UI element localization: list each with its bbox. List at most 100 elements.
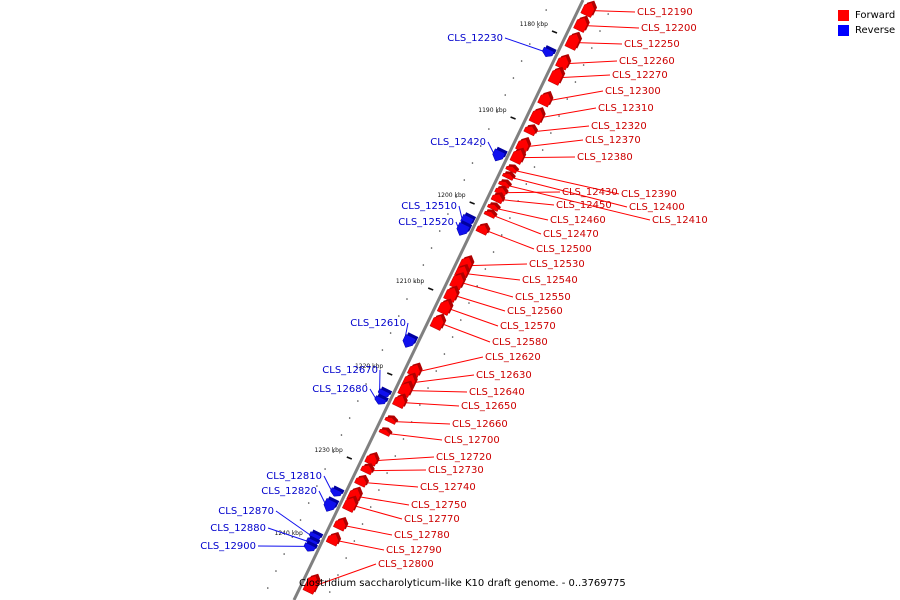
forward-gene-arrow [436, 298, 454, 316]
gene-leader-line [370, 469, 427, 472]
scale-dot [328, 591, 331, 593]
scale-dot [357, 400, 359, 402]
scale-dot [459, 319, 462, 321]
reverse-gene-arrow [323, 496, 340, 512]
scale-dot [378, 489, 380, 491]
reverse-gene-arrow [456, 220, 473, 236]
scale-tick-label: 1240 kbp [275, 530, 303, 537]
scale-dot [591, 47, 593, 49]
forward-gene-label: CLS_12370 [585, 135, 641, 146]
gene-leader-line [511, 177, 628, 208]
forward-gene-arrow [354, 474, 370, 488]
forward-gene-label: CLS_12460 [550, 215, 606, 226]
forward-gene-label: CLS_12430 [562, 187, 618, 198]
forward-gene-arrow [501, 171, 516, 181]
scale-dot [397, 315, 400, 317]
scale-dot [361, 523, 364, 525]
scale-dot [468, 302, 470, 304]
forward-gene-arrow [391, 393, 408, 410]
forward-gene-arrow [498, 179, 512, 189]
scale-dot [443, 353, 446, 355]
forward-gene-arrow [490, 192, 506, 205]
gene-leader-line [358, 496, 410, 506]
scale-dot [307, 502, 310, 504]
forward-gene-label: CLS_12410 [652, 215, 708, 226]
forward-gene-label: CLS_12800 [378, 559, 434, 570]
scale-dot [533, 166, 536, 168]
forward-gene-label: CLS_12390 [621, 189, 677, 200]
scale-dot [340, 434, 343, 436]
gene-leader-line [493, 215, 542, 235]
scale-tick-mark [510, 116, 516, 120]
scale-dot [427, 387, 429, 389]
scale-dot [386, 472, 388, 474]
forward-gene-label: CLS_12550 [515, 292, 571, 303]
gene-leader-line [318, 490, 327, 505]
scale-dot [406, 298, 408, 300]
forward-gene-arrow [302, 573, 321, 595]
gene-leader-line [403, 402, 460, 407]
forward-gene-label: CLS_12720 [436, 452, 492, 463]
scale-dot [607, 13, 609, 15]
scale-dot [451, 336, 454, 338]
scale-ticks: 1180 kbp 1190 kbp 1200 kbp 1210 kbp 1220 kbp… [275, 21, 558, 543]
forward-gene-label: CLS_12640 [469, 387, 525, 398]
scale-dot [337, 574, 339, 576]
scale-tick-mark [469, 201, 475, 205]
gene-leader-line [504, 37, 544, 52]
scale-tick-mark [346, 456, 353, 460]
gene-leader-line [275, 510, 311, 536]
forward-gene-label: CLS_12740 [420, 482, 476, 493]
scale-tick-label: 1230 kbp [315, 447, 343, 454]
scale-dot [435, 370, 438, 372]
reverse-gene-label: CLS_12520 [398, 217, 454, 228]
gene-leader-line [336, 540, 385, 551]
gene-leader-line [413, 374, 475, 384]
gene-leader-line [315, 563, 377, 587]
forward-gene-label: CLS_12200 [641, 23, 697, 34]
forward-gene-arrow [505, 164, 520, 174]
gene-leader-line [465, 273, 521, 281]
reverse-gene-label: CLS_12870 [218, 506, 274, 517]
forward-gene-label: CLS_12260 [619, 56, 675, 67]
reverse-gene-label: CLS_12670 [322, 365, 378, 376]
forward-gene-label: CLS_12730 [428, 465, 484, 476]
gene-leader-line [364, 482, 419, 488]
scale-dot [463, 179, 466, 181]
forward-gene-arrow [555, 54, 572, 71]
forward-gene-label: CLS_12560 [507, 306, 563, 317]
scale-dot [476, 285, 478, 287]
scale-dot [316, 485, 318, 487]
scale-dot [266, 587, 269, 589]
forward-gene-label: CLS_12790 [386, 545, 442, 556]
forward-gene-arrow [360, 463, 375, 476]
scale-dot [492, 251, 495, 253]
gene-leader-line [448, 308, 499, 327]
forward-gene-arrow [341, 495, 359, 513]
scale-dot [369, 506, 372, 508]
forward-gene-arrow [364, 451, 380, 467]
forward-gene-label: CLS_12780 [394, 530, 450, 541]
gene-leader-line [267, 527, 308, 542]
gene-leader-line [496, 208, 549, 221]
forward-gene-label: CLS_12400 [629, 202, 685, 213]
forward-gene-label: CLS_12700 [444, 435, 500, 446]
gene-leader-line [507, 185, 651, 221]
scale-dot [389, 332, 392, 334]
reverse-gene-arrow [402, 332, 419, 348]
forward-gene-label: CLS_12500 [536, 244, 592, 255]
gene-leader-line [375, 456, 435, 462]
reverse-gene-arrow [492, 146, 508, 162]
forward-gene-label: CLS_12450 [556, 200, 612, 211]
reverse-gene-label: CLS_12420 [430, 137, 486, 148]
gene-leader-line [576, 42, 623, 45]
gene-leader-line [526, 139, 584, 148]
scale-tick-mark [386, 372, 393, 376]
forward-gene-arrow [494, 185, 509, 197]
forward-gene-label: CLS_12380 [577, 152, 633, 163]
scale-dot [381, 349, 384, 351]
gene-leader-line [487, 141, 495, 155]
reverse-gene-label: CLS_12820 [261, 486, 317, 497]
gene-leader-line [441, 323, 491, 343]
forward-gene-arrow [483, 209, 498, 219]
